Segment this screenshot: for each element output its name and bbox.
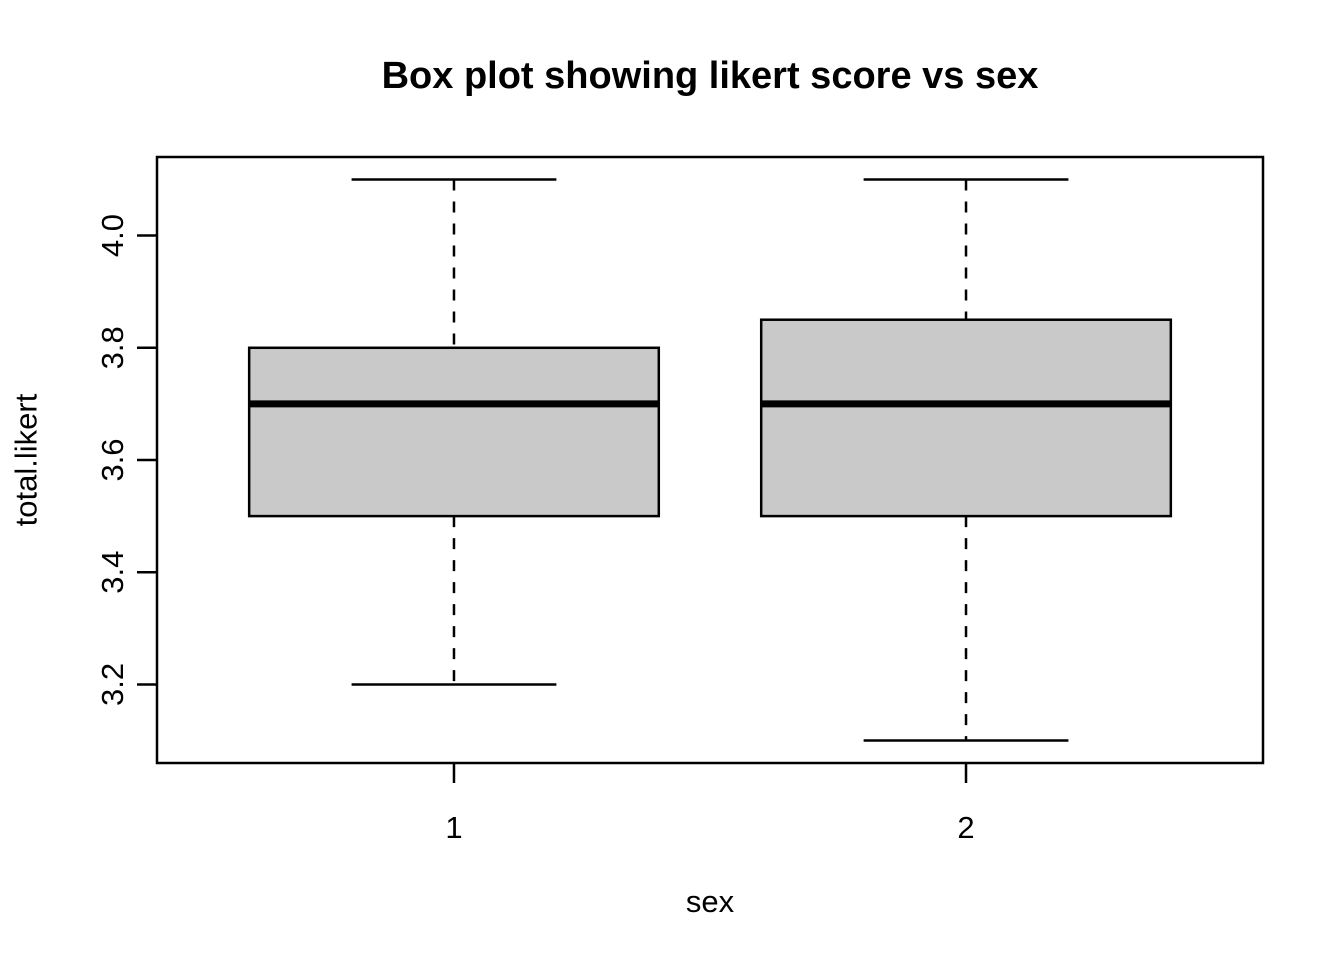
y-tick-label: 3.6	[95, 438, 130, 481]
iqr-box-1	[247, 346, 661, 518]
y-tick-label: 3.8	[95, 326, 130, 369]
x-axis-label: sex	[685, 884, 735, 919]
y-tick-label: 3.2	[95, 663, 130, 706]
chart-title: Box plot showing likert score vs sex	[381, 55, 1039, 97]
y-tick-label: 3.4	[95, 551, 130, 594]
x-tick-label: 1	[445, 810, 462, 845]
iqr-box-2	[759, 318, 1173, 518]
x-tick-label: 2	[957, 810, 974, 845]
y-tick-label: 4.0	[95, 214, 130, 257]
